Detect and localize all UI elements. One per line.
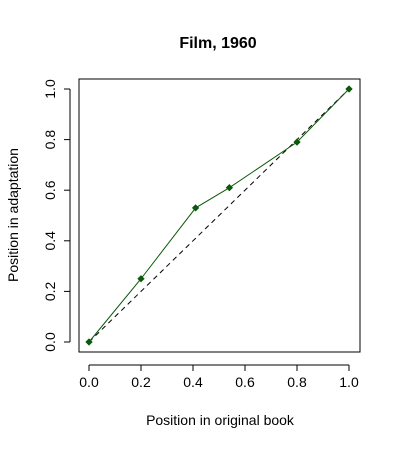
y-tick-label: 0.6	[42, 180, 58, 200]
y-tick-label: 0.4	[42, 231, 58, 251]
y-tick-label: 0.2	[42, 281, 58, 301]
reference-layer	[89, 89, 349, 342]
x-axis-label: Position in original book	[146, 412, 295, 428]
y-tick-label: 0.8	[42, 130, 58, 150]
x-tick-label: 0.4	[183, 374, 203, 390]
y-axis: 0.0 0.2 0.4 0.6 0.8 1.0	[42, 79, 70, 352]
data-point-0-3	[226, 184, 233, 191]
reference-diagonal-line	[89, 89, 349, 342]
x-tick-label: 0.8	[287, 374, 307, 390]
chart-title: Film, 1960	[179, 35, 256, 52]
x-tick-label: 0.0	[79, 374, 99, 390]
x-tick-label: 0.6	[235, 374, 255, 390]
y-axis-label: Position in adaptation	[5, 148, 21, 282]
y-tick-label: 1.0	[42, 79, 58, 99]
y-tick-label: 0.0	[42, 332, 58, 352]
x-tick-label: 0.2	[131, 374, 151, 390]
x-tick-label: 1.0	[339, 374, 359, 390]
x-axis: 0.0 0.2 0.4 0.6 0.8 1.0	[79, 365, 359, 390]
